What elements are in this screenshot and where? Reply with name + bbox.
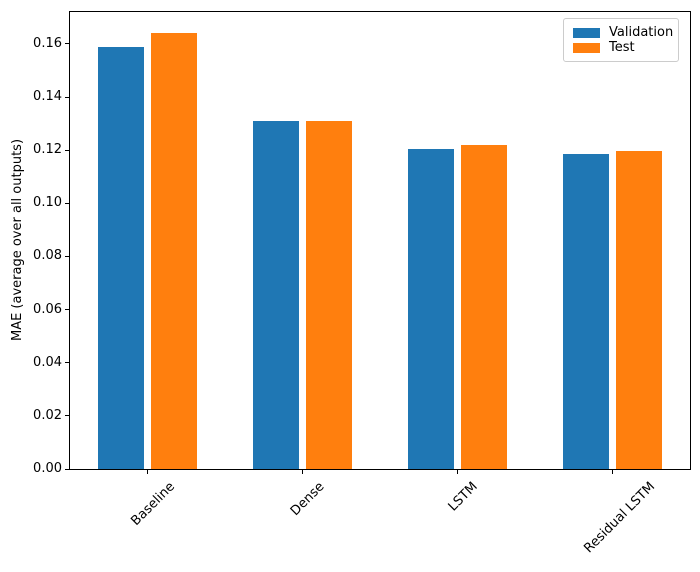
x-tick-mark	[612, 470, 613, 474]
y-tick-mark	[65, 415, 69, 417]
x-tick-label-lstm: LSTM	[445, 479, 481, 515]
bar-validation-baseline	[97, 46, 145, 469]
y-tick-mark	[65, 202, 69, 204]
bar-validation-residual-lstm	[562, 154, 610, 469]
x-tick-label-residual-lstm: Residual LSTM	[581, 479, 659, 557]
x-tick-mark	[302, 470, 303, 474]
legend-swatch-test	[573, 42, 600, 53]
y-tick-mark	[65, 362, 69, 364]
legend-label-validation: Validation	[609, 25, 674, 40]
y-tick-mark	[65, 309, 69, 311]
x-tick-label-dense: Dense	[288, 479, 328, 519]
y-tick-label: 0.04	[33, 354, 62, 370]
y-tick-mark	[65, 468, 69, 470]
y-tick-label: 0.12	[33, 142, 62, 158]
bar-test-baseline	[150, 33, 198, 469]
y-tick-label: 0.06	[33, 301, 62, 317]
bar-test-dense	[305, 120, 353, 469]
y-tick-label: 0.16	[33, 35, 62, 51]
y-tick-label: 0.00	[33, 461, 62, 476]
y-tick-mark	[65, 96, 69, 98]
y-tick-mark	[65, 43, 69, 45]
y-tick-mark	[65, 149, 69, 151]
y-tick-label: 0.14	[33, 89, 62, 105]
bar-validation-lstm	[407, 148, 455, 469]
y-tick-label: 0.02	[33, 407, 62, 423]
y-tick-label: 0.08	[33, 248, 62, 264]
bar-test-lstm	[460, 144, 508, 469]
x-tick-label-baseline: Baseline	[128, 479, 179, 529]
bar-test-residual-lstm	[615, 151, 663, 469]
x-tick-mark	[147, 470, 148, 474]
y-tick-label: 0.10	[33, 195, 62, 211]
bar-validation-dense	[252, 120, 300, 469]
legend-entry-validation: Validation	[573, 25, 674, 40]
x-tick-mark	[457, 470, 458, 474]
legend-swatch-validation	[573, 27, 600, 38]
legend: Validation Test	[563, 18, 679, 62]
legend-entry-test: Test	[573, 40, 671, 55]
legend-label-test: Test	[609, 40, 635, 55]
y-tick-mark	[65, 255, 69, 257]
